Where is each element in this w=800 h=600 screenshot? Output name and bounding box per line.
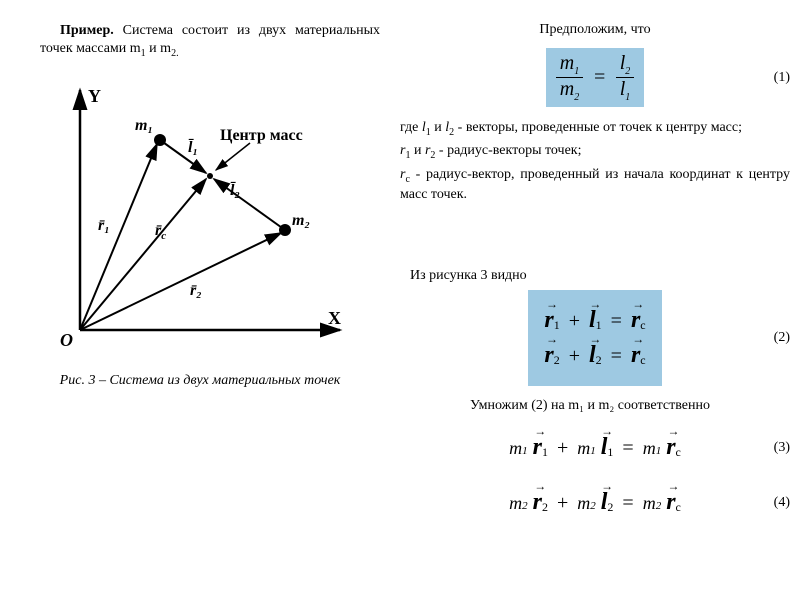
diagram: Y X O m₁ m₂ Центр масс r̄₁ r̄c r̄₂ l̄₁ l… xyxy=(40,80,360,389)
multiply-text: Умножим (2) на m₁ и m₂ соответственно xyxy=(410,398,770,414)
axis-y-label: Y xyxy=(88,86,101,106)
equation-34-row: m1 →r1 + m1 →l1 = m1 →rc (3) m2 →r2 + m2… xyxy=(400,420,790,530)
r1-label: r̄₁ xyxy=(98,217,110,234)
m1-label: m₁ xyxy=(135,117,153,134)
equation-2-row: →r1 + →l1 = →rc →r2 + →l2 = →rc (2) xyxy=(400,290,790,386)
eq1-num: (1) xyxy=(774,70,790,86)
figure-caption: Рис. 3 – Система из двух материальных то… xyxy=(40,373,360,389)
com-label: Центр масс xyxy=(220,127,303,144)
intro-m2-sub: 2. xyxy=(171,48,179,59)
intro-and: и m xyxy=(146,41,171,56)
axis-x-label: X xyxy=(328,308,341,328)
m2-label: m₂ xyxy=(292,212,310,229)
description-block: где l1 и l2 - векторы, проведенные от то… xyxy=(400,119,790,205)
equation-1: m1 m2 = l2 l1 (1) xyxy=(400,48,790,107)
intro-bold: Пример. xyxy=(60,23,114,38)
eq2-num: (2) xyxy=(774,330,790,346)
origin-label: O xyxy=(60,330,73,350)
assume-text: Предположим, что xyxy=(400,22,790,38)
l2-label: l̄₂ xyxy=(230,180,240,199)
from-figure-text: Из рисунка 3 видно xyxy=(410,268,527,284)
eq4-num: (4) xyxy=(774,495,790,511)
r2-label: r̄₂ xyxy=(190,282,202,299)
l1-label: l̄₁ xyxy=(188,137,198,156)
eq3-num: (3) xyxy=(774,440,790,456)
intro-text: Пример. Система состоит из двух материал… xyxy=(40,22,380,60)
